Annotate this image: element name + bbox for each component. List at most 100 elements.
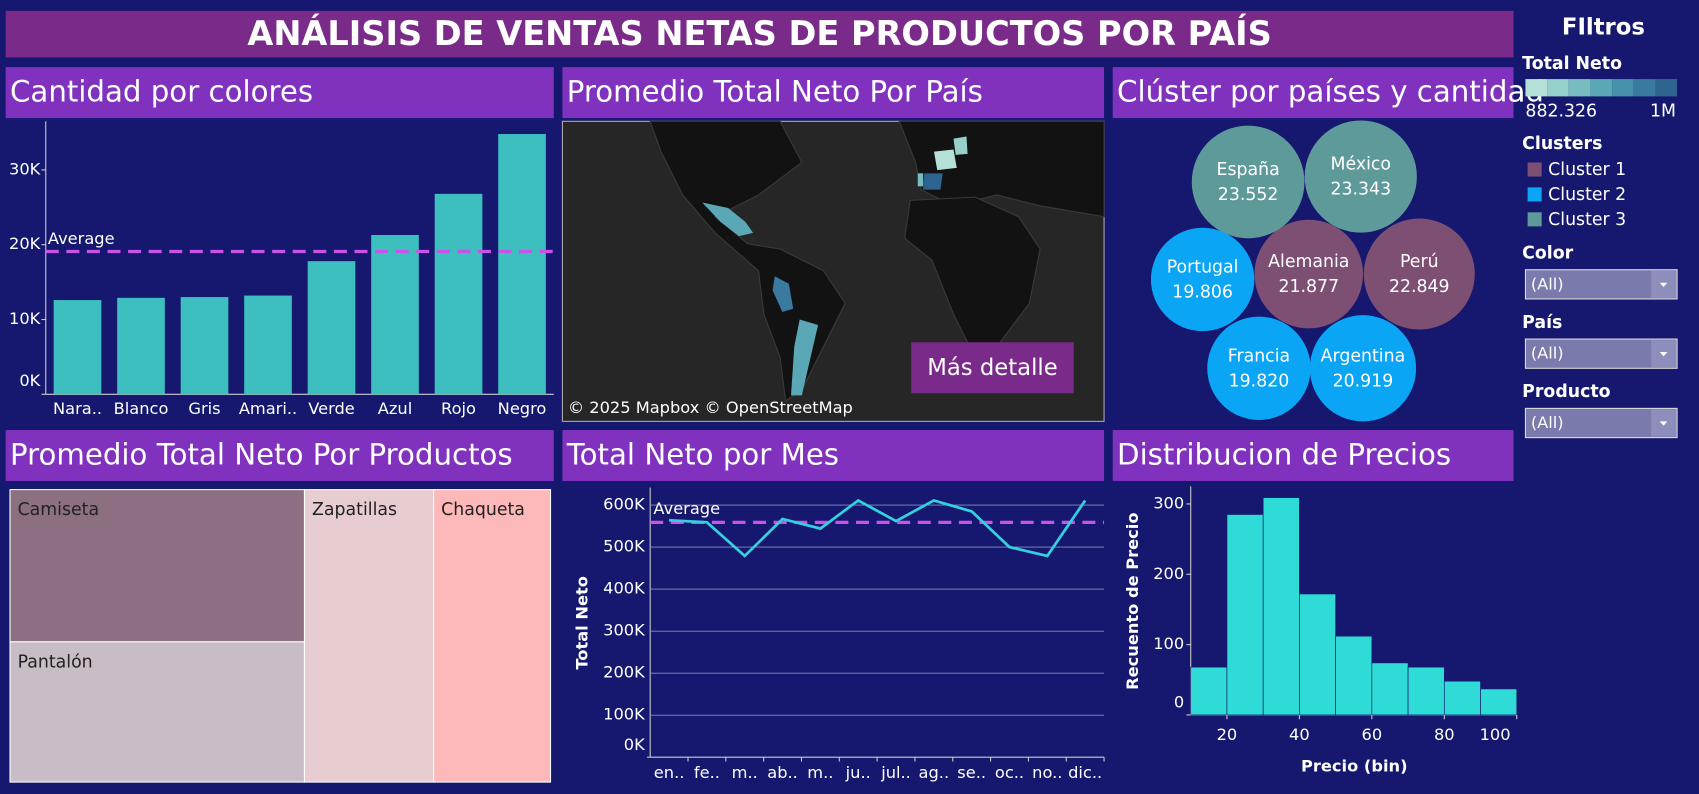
y-tick-label: 0K: [19, 371, 40, 390]
histogram-bar: [1190, 666, 1228, 716]
panel-header: [1112, 430, 1514, 481]
title-bar: [5, 10, 1514, 58]
color-legend-step: [1525, 79, 1548, 97]
x-tick-label: Gris: [188, 399, 220, 418]
x-tick-label: no..: [1032, 763, 1062, 782]
x-tick-label: 20: [1217, 725, 1238, 744]
bubble: [1207, 316, 1311, 420]
panel-title: Clúster por países y cantidad: [1117, 75, 1544, 109]
panel-header: [562, 430, 1105, 481]
y-axis-label: Total Neto: [573, 576, 592, 670]
color-legend-label: 1M: [1650, 102, 1676, 122]
bubble: [1150, 227, 1255, 332]
y-tick-label: 300K: [603, 621, 645, 640]
spain-shape: [923, 173, 943, 190]
bar: [434, 193, 483, 395]
x-tick-label: ab..: [767, 763, 798, 782]
x-tick-label: 40: [1289, 725, 1310, 744]
dropdown-arrow[interactable]: [1659, 282, 1668, 288]
color-legend-step: [1568, 79, 1591, 97]
treemap-label: Chaqueta: [441, 500, 525, 520]
x-tick-label: Azul: [378, 399, 412, 418]
treemap-cell: [9, 641, 306, 783]
bubble: [1254, 219, 1364, 329]
detail-button-label[interactable]: Más detalle: [927, 355, 1058, 381]
bar: [498, 134, 546, 395]
germany-shape: [953, 136, 968, 155]
panel-title: Distribucion de Precios: [1117, 438, 1451, 472]
x-axis-label: Precio (bin): [1301, 756, 1408, 775]
bar: [117, 297, 165, 395]
histogram-bar: [1480, 688, 1518, 716]
y-tick-label: 200: [1153, 564, 1184, 583]
treemap-label: Pantalón: [18, 652, 93, 672]
legend-label: Cluster 3: [1548, 210, 1626, 230]
x-tick-label: Verde: [308, 399, 355, 418]
color-legend-step: [1612, 79, 1634, 97]
color-legend-step: [1547, 79, 1569, 97]
y-tick-label: 600K: [603, 495, 645, 514]
filter-value[interactable]: (All): [1531, 344, 1564, 363]
americas: [649, 120, 846, 402]
average-label: Average: [653, 499, 720, 518]
bar: [180, 297, 229, 395]
bubble-name: Alemania: [1268, 252, 1349, 272]
bar: [307, 261, 356, 395]
panel-header: [5, 430, 554, 481]
panel-header: [5, 67, 554, 119]
x-tick-label: Amari..: [239, 399, 297, 418]
color-legend-title: Total Neto: [1522, 54, 1622, 74]
x-tick-label: Rojo: [441, 399, 476, 418]
argentina-shape: [791, 319, 819, 396]
bubble-name: Portugal: [1167, 258, 1239, 278]
bubble-value: 20.919: [1333, 371, 1394, 391]
peru-shape: [772, 276, 794, 312]
x-tick-label: jul..: [880, 763, 911, 782]
bubble: [1191, 125, 1305, 239]
histogram-bar: [1262, 497, 1300, 716]
treemap-label: Camiseta: [18, 500, 100, 520]
dropdown-arrow[interactable]: [1659, 352, 1668, 357]
histogram-bar: [1299, 593, 1336, 716]
y-tick-label: 100: [1153, 634, 1184, 653]
bubble-name: España: [1217, 160, 1280, 180]
x-tick-label: 80: [1434, 725, 1455, 744]
x-tick-label: m..: [807, 763, 833, 782]
y-tick-label: 200K: [603, 663, 645, 682]
filter-label: Producto: [1522, 382, 1610, 402]
portugal-shape: [917, 173, 924, 187]
x-tick-label: Negro: [498, 399, 547, 418]
color-legend-step: [1590, 79, 1613, 97]
filter-label: País: [1522, 313, 1562, 333]
color-legend-step: [1655, 79, 1678, 97]
panel-title: Promedio Total Neto Por País: [567, 75, 983, 109]
panel-header: [1112, 67, 1514, 119]
y-tick-label: 0K: [624, 735, 645, 754]
treemap-cell: [433, 489, 552, 783]
y-tick-label: 30K: [9, 159, 41, 178]
dropdown-arrow[interactable]: [1659, 421, 1668, 426]
x-tick-label: Blanco: [114, 399, 169, 418]
line: [669, 498, 1087, 558]
bubble: [1309, 315, 1417, 422]
y-tick-label: 400K: [603, 579, 645, 598]
detail-button-bg[interactable]: [911, 342, 1074, 394]
histogram-bar: [1335, 635, 1373, 716]
filter-value[interactable]: (All): [1531, 274, 1564, 293]
legend-label: Cluster 1: [1548, 160, 1626, 180]
y-tick-label: 500K: [603, 537, 645, 556]
france-shape: [933, 149, 957, 171]
legend-title: Clusters: [1522, 134, 1602, 154]
x-tick-label: fe..: [694, 763, 720, 782]
detail-button[interactable]: Más detalle: [911, 342, 1074, 394]
map-attribution: © 2025 Mapbox © OpenStreetMap: [568, 398, 853, 417]
bubble-value: 23.552: [1218, 185, 1279, 205]
x-tick-label: ju..: [845, 763, 871, 782]
panel-title: Total Neto por Mes: [566, 438, 839, 472]
bubble: [1304, 120, 1417, 233]
bubble-value: 23.343: [1330, 180, 1391, 200]
x-tick-label: ag..: [919, 763, 950, 782]
filter-value[interactable]: (All): [1531, 413, 1564, 432]
